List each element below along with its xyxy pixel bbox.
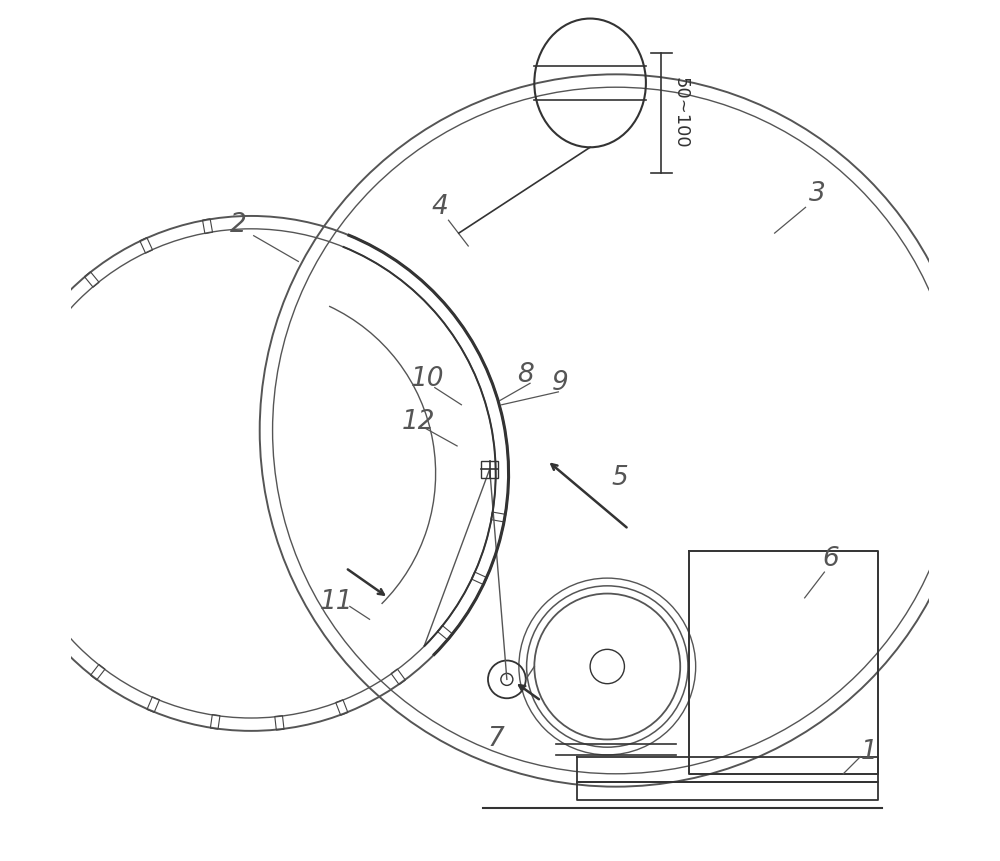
Bar — [491, 512, 506, 522]
Bar — [471, 572, 487, 585]
Bar — [84, 272, 99, 288]
Bar — [45, 619, 60, 634]
Bar — [437, 625, 453, 640]
Text: 9: 9 — [552, 370, 568, 396]
Bar — [12, 565, 28, 578]
Text: 50~100: 50~100 — [671, 77, 689, 149]
Bar — [0, 441, 9, 449]
Bar — [210, 715, 220, 729]
Text: 8: 8 — [517, 362, 534, 387]
Bar — [91, 665, 105, 680]
Text: 10: 10 — [410, 366, 444, 392]
Bar — [275, 715, 284, 730]
Bar — [336, 700, 348, 715]
Bar — [481, 461, 498, 478]
Text: 2: 2 — [230, 212, 247, 238]
Bar — [391, 669, 405, 684]
Text: 4: 4 — [432, 195, 448, 220]
Text: 7: 7 — [487, 727, 504, 753]
Text: 12: 12 — [402, 409, 435, 435]
Bar — [147, 697, 160, 712]
Bar — [0, 505, 10, 514]
Text: 11: 11 — [320, 589, 354, 615]
Bar — [9, 376, 25, 389]
Bar — [203, 219, 213, 233]
Bar — [140, 238, 153, 253]
Text: 6: 6 — [822, 546, 839, 573]
Text: 3: 3 — [809, 182, 826, 208]
Text: 5: 5 — [612, 465, 629, 491]
Text: 1: 1 — [861, 740, 877, 765]
Bar — [40, 319, 56, 333]
